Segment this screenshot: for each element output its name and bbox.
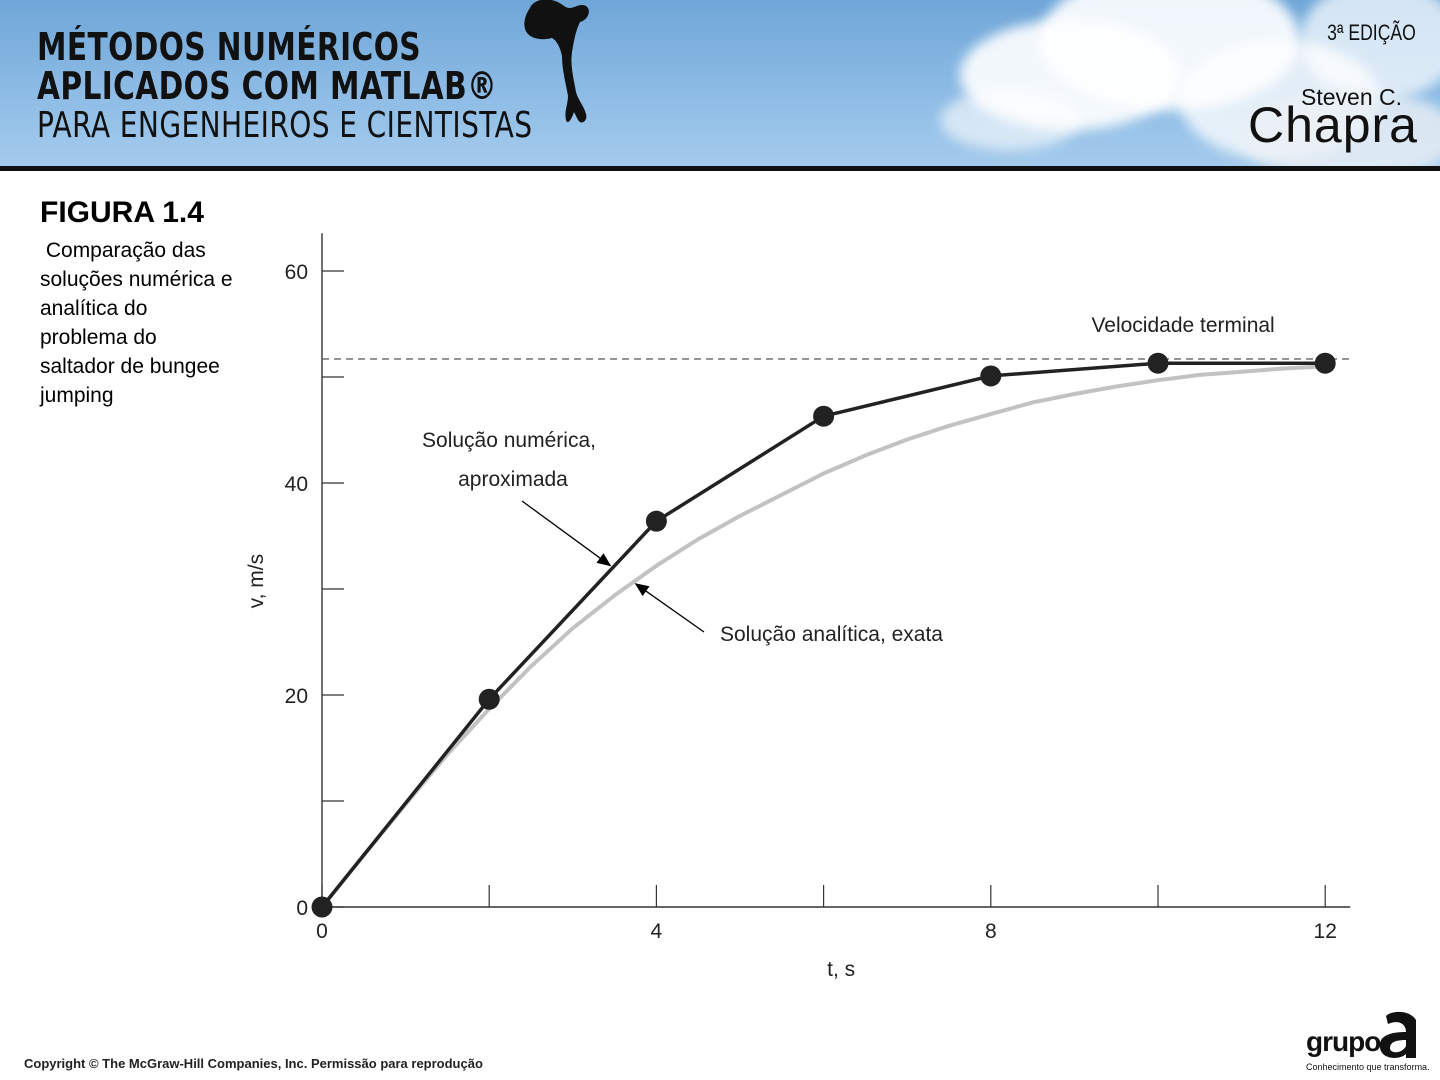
x-tick-label: 4 bbox=[651, 920, 663, 943]
logo-a-icon bbox=[1379, 1011, 1416, 1058]
book-title-line-2a: APLICADOS COM bbox=[37, 64, 330, 108]
y-tick-label: 0 bbox=[296, 897, 308, 920]
x-axis-label: t, s bbox=[827, 958, 855, 981]
numeric-solution-point bbox=[980, 365, 1002, 387]
author-first-name: Steven C. bbox=[1301, 84, 1402, 110]
book-title-line-2: APLICADOS COM MATLAB® bbox=[37, 67, 532, 106]
author-last-name: Chapra bbox=[1248, 97, 1418, 153]
x-tick-label: 0 bbox=[316, 920, 328, 943]
x-tick-label: 12 bbox=[1314, 920, 1337, 943]
numeric-solution-point bbox=[478, 688, 500, 710]
y-tick-label: 20 bbox=[285, 685, 308, 708]
numeric-solution-point bbox=[1314, 352, 1336, 374]
terminal-velocity-label: Velocidade terminal bbox=[1091, 314, 1274, 337]
x-tick-label: 8 bbox=[985, 920, 997, 943]
logo-tagline: Conhecimento que transforma. bbox=[1306, 1062, 1430, 1072]
figure-caption: Comparação das soluções numérica e analí… bbox=[40, 239, 233, 407]
analytic-solution-label: Solução analítica, exata bbox=[720, 623, 943, 646]
numeric-solution-label-line-1: Solução numérica, bbox=[422, 429, 596, 452]
velocity-chart: 0 4 8 12 0 20 40 60 t, s v, m/s Velocidade termin… bbox=[245, 233, 1351, 981]
numeric-solution-point bbox=[813, 405, 835, 427]
edition-label: 3ª EDIÇÃO bbox=[1327, 20, 1416, 45]
numeric-solution-arrow bbox=[521, 500, 612, 567]
book-title: MÉTODOS NUMÉRICOS APLICADOS COM MATLAB® … bbox=[37, 25, 533, 146]
book-title-line-3: PARA ENGENHEIROS E CIENTISTAS bbox=[37, 105, 533, 146]
y-tick-label: 40 bbox=[285, 473, 308, 496]
y-tick-label: 60 bbox=[285, 261, 308, 284]
numeric-solution-label-line-2: aproximada bbox=[458, 468, 568, 491]
book-banner: MÉTODOS NUMÉRICOS APLICADOS COM MATLAB® … bbox=[0, 0, 1440, 171]
analytic-solution-arrow bbox=[634, 583, 705, 633]
copyright-notice: Copyright © The McGraw-Hill Companies, I… bbox=[24, 1056, 483, 1071]
book-title-line-1: MÉTODOS NUMÉRICOS bbox=[37, 25, 422, 69]
y-axis-label: v, m/s bbox=[245, 554, 268, 608]
grupo-a-logo: grupo Conhecimento que transforma. bbox=[1300, 1008, 1430, 1076]
numeric-solution-point bbox=[311, 896, 333, 918]
numeric-solution-point bbox=[1147, 352, 1169, 374]
numeric-solution-point bbox=[645, 510, 667, 532]
logo-wordmark: grupo bbox=[1306, 1026, 1381, 1057]
figure-title: FIGURA 1.4 bbox=[40, 196, 204, 229]
bungee-jumper-silhouette bbox=[524, 0, 589, 123]
matlab-wordmark: MATLAB® bbox=[329, 64, 498, 108]
